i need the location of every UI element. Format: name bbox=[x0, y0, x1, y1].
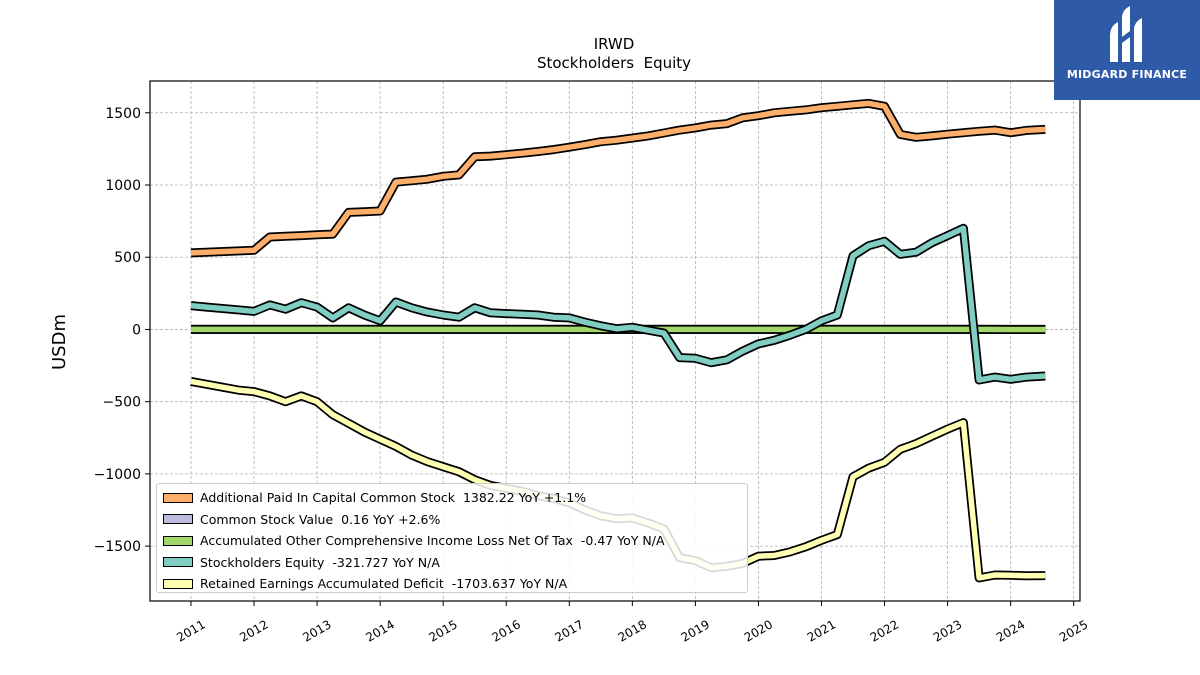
y-tick-label: −1500 bbox=[94, 539, 141, 555]
legend-label: Retained Earnings Accumulated Deficit -1… bbox=[200, 576, 568, 592]
legend-item: Stockholders Equity -321.727 YoY N/A bbox=[163, 552, 741, 574]
y-axis-label: USDm bbox=[49, 314, 70, 370]
legend-label: Additional Paid In Capital Common Stock … bbox=[200, 490, 587, 506]
x-tick-label: 2013 bbox=[300, 617, 333, 644]
legend-label: Stockholders Equity -321.727 YoY N/A bbox=[200, 554, 440, 570]
x-tick-label: 2017 bbox=[553, 617, 586, 644]
brand-logo-mark-icon bbox=[1110, 6, 1142, 62]
legend-swatch bbox=[163, 514, 193, 525]
x-tick-label: 2022 bbox=[868, 617, 901, 644]
legend-swatch bbox=[163, 535, 193, 546]
legend-swatch bbox=[163, 557, 193, 568]
series-outline bbox=[190, 98, 1046, 258]
x-tick-label: 2011 bbox=[174, 617, 207, 644]
legend-item: Common Stock Value 0.16 YoY +2.6% bbox=[163, 509, 741, 531]
x-tick-label: 2014 bbox=[363, 617, 396, 644]
brand-name: MIDGARD FINANCE bbox=[1066, 68, 1188, 81]
series-line bbox=[190, 225, 1046, 383]
y-tick-label: 1500 bbox=[105, 106, 141, 122]
x-tick-label: 2020 bbox=[742, 617, 775, 644]
legend-label: Common Stock Value 0.16 YoY +2.6% bbox=[200, 511, 441, 527]
legend-item: Accumulated Other Comprehensive Income L… bbox=[163, 530, 741, 552]
series-line-3 bbox=[190, 223, 1046, 385]
y-tick-label: −1000 bbox=[94, 467, 141, 483]
x-tick-label: 2021 bbox=[805, 617, 838, 644]
y-tick-label: 1000 bbox=[105, 178, 141, 194]
y-tick-label: 0 bbox=[132, 322, 141, 338]
x-tick-label: 2012 bbox=[237, 617, 270, 644]
y-tick-label: 500 bbox=[114, 250, 141, 266]
y-tick-label: −500 bbox=[103, 395, 141, 411]
grid bbox=[150, 81, 1080, 601]
x-tick-label: 2025 bbox=[1057, 617, 1090, 644]
x-tick-label: 2015 bbox=[426, 617, 459, 644]
chart-subtitle: Stockholders Equity bbox=[537, 54, 691, 72]
series-line-0 bbox=[190, 98, 1046, 258]
chart-title: IRWD bbox=[594, 35, 635, 53]
legend: Additional Paid In Capital Common Stock … bbox=[156, 483, 748, 593]
x-tick-label: 2019 bbox=[679, 617, 712, 644]
legend-item: Retained Earnings Accumulated Deficit -1… bbox=[163, 573, 741, 595]
x-tick-label: 2016 bbox=[490, 617, 523, 644]
x-tick-label: 2023 bbox=[931, 617, 964, 644]
brand-logo: MIDGARD FINANCE bbox=[1054, 0, 1200, 100]
legend-swatch bbox=[163, 492, 193, 503]
legend-item: Additional Paid In Capital Common Stock … bbox=[163, 487, 741, 509]
legend-swatch bbox=[163, 578, 193, 589]
legend-label: Accumulated Other Comprehensive Income L… bbox=[200, 533, 665, 549]
series-line bbox=[190, 100, 1046, 256]
x-tick-label: 2018 bbox=[616, 617, 649, 644]
x-tick-label: 2024 bbox=[994, 617, 1027, 644]
plot-frame bbox=[149, 80, 1081, 602]
